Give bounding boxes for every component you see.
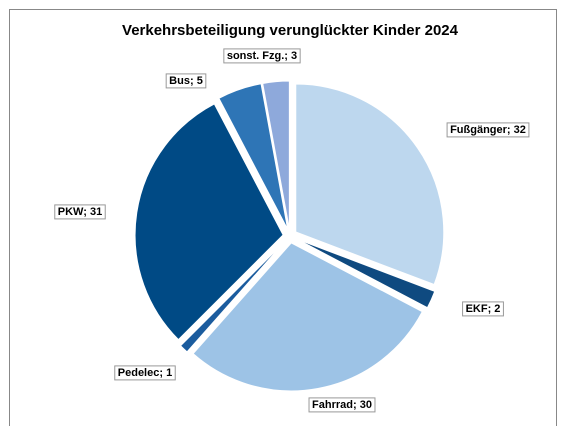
pie-slice [262, 80, 290, 230]
label-value: 2 [494, 303, 500, 315]
label-value: 32 [514, 124, 526, 136]
label-category: EKF [466, 303, 488, 315]
label-text: Pedelec; 1 [118, 367, 172, 379]
label-category: Bus [169, 75, 190, 87]
label-text: Fußgänger; 32 [450, 124, 526, 136]
label-box [446, 122, 530, 138]
pie-slice [218, 83, 289, 230]
label-category: PKW [58, 206, 84, 218]
label-separator: ; [353, 399, 360, 411]
chart-title: Verkehrsbeteiligung verunglückter Kinder… [122, 22, 459, 39]
label-separator: ; [507, 124, 514, 136]
label-box [308, 397, 376, 413]
label-box [462, 301, 504, 317]
label-text: PKW; 31 [58, 206, 102, 218]
label-category: Fahrrad [312, 399, 353, 411]
label-text: Bus; 5 [169, 75, 203, 87]
data-label: sonst. Fzg.; 3 [223, 48, 301, 64]
pie-slice [134, 103, 284, 341]
label-value: 3 [291, 50, 297, 62]
data-label: Bus; 5 [165, 73, 207, 89]
label-separator: ; [83, 206, 90, 218]
label-value: 1 [166, 367, 172, 379]
label-text: Fahrrad; 30 [312, 399, 372, 411]
pie-slice [296, 238, 436, 309]
label-text: EKF; 2 [466, 303, 501, 315]
label-value: 30 [360, 399, 372, 411]
label-separator: ; [284, 50, 291, 62]
label-category: sonst. Fzg. [227, 50, 284, 62]
label-box [54, 204, 106, 220]
label-separator: ; [190, 75, 197, 87]
pie-slice [192, 242, 423, 392]
label-category: Pedelec [118, 367, 160, 379]
data-label: PKW; 31 [54, 204, 106, 220]
label-box [223, 48, 301, 64]
data-label: Pedelec; 1 [114, 365, 176, 381]
label-box [165, 73, 207, 89]
pie-slice [179, 240, 286, 353]
label-category: Fußgänger [450, 124, 508, 136]
label-box [114, 365, 176, 381]
label-value: 31 [90, 206, 102, 218]
data-label: EKF; 2 [462, 301, 504, 317]
data-label: Fußgänger; 32 [446, 122, 530, 138]
label-text: sonst. Fzg.; 3 [227, 50, 297, 62]
data-label: Fahrrad; 30 [308, 397, 376, 413]
label-value: 5 [197, 75, 203, 87]
pie-slice [295, 83, 445, 286]
label-separator: ; [488, 303, 495, 315]
label-separator: ; [159, 367, 166, 379]
